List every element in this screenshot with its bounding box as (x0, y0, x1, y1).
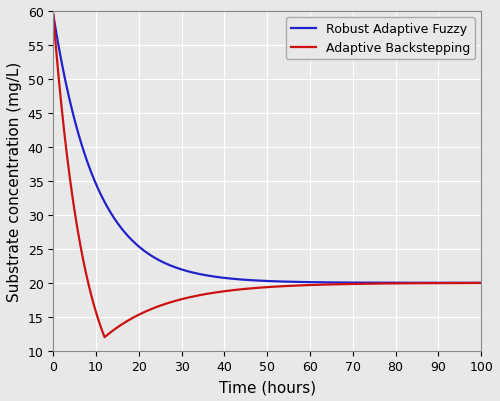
Robust Adaptive Fuzzy (328, 280, 334, 285)
Robust Adaptive Fuzzy (402, 281, 408, 286)
Robust Adaptive Fuzzy (128, 237, 134, 242)
Adaptive Backstepping (128, 317, 134, 322)
Adaptive Backstepping (402, 281, 408, 286)
Adaptive Backstepping (328, 282, 334, 287)
Robust Adaptive Fuzzy (478, 281, 484, 286)
Line: Robust Adaptive Fuzzy: Robust Adaptive Fuzzy (53, 15, 481, 283)
Line: Adaptive Backstepping: Adaptive Backstepping (53, 15, 481, 337)
Legend: Robust Adaptive Fuzzy, Adaptive Backstepping: Robust Adaptive Fuzzy, Adaptive Backstep… (286, 18, 475, 60)
Y-axis label: Substrate concentration (mg/L): Substrate concentration (mg/L) (7, 62, 22, 301)
Robust Adaptive Fuzzy (370, 281, 376, 286)
Robust Adaptive Fuzzy (307, 280, 313, 285)
X-axis label: Time (hours): Time (hours) (218, 379, 316, 394)
Adaptive Backstepping (370, 282, 376, 286)
Adaptive Backstepping (214, 290, 220, 295)
Adaptive Backstepping (50, 13, 56, 18)
Robust Adaptive Fuzzy (214, 275, 220, 279)
Adaptive Backstepping (102, 335, 107, 340)
Adaptive Backstepping (307, 283, 313, 288)
Robust Adaptive Fuzzy (50, 13, 56, 18)
Adaptive Backstepping (478, 281, 484, 286)
